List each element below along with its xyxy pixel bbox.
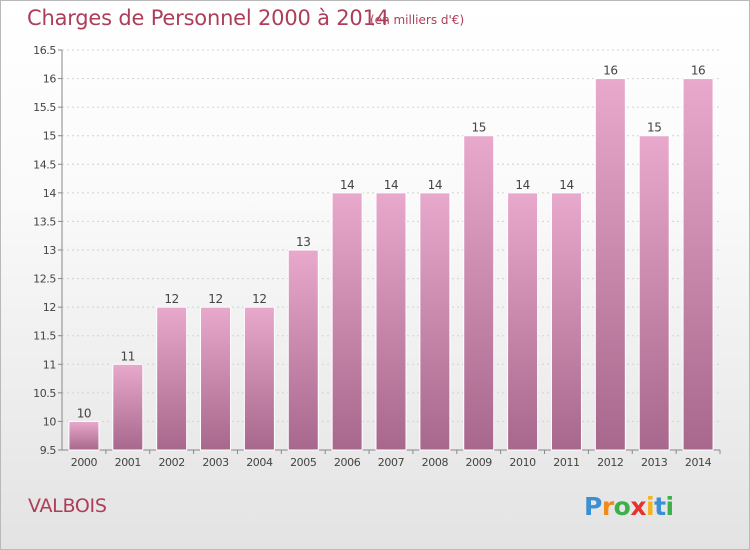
- bar-2010: [507, 192, 539, 451]
- x-tick-label: 2005: [290, 456, 317, 469]
- x-tick-label: 2010: [509, 456, 536, 469]
- y-tick-label: 11.5: [33, 330, 56, 343]
- bar-2006: [331, 192, 363, 451]
- data-label: 13: [296, 235, 310, 249]
- place-name: VALBOIS: [28, 495, 107, 517]
- bar-2003: [200, 306, 232, 451]
- data-label: 16: [691, 64, 705, 78]
- y-tick-label: 13: [43, 244, 57, 257]
- data-label: 12: [252, 292, 266, 306]
- bars: [68, 78, 714, 451]
- bar-2007: [375, 192, 407, 451]
- x-tick-label: 2004: [246, 456, 273, 469]
- chart-title: Charges de Personnel 2000 à 2014: [27, 6, 389, 30]
- bar-2005: [287, 249, 319, 451]
- y-tick-label: 14: [43, 187, 57, 200]
- x-tick-label: 2008: [422, 456, 449, 469]
- y-tick-label: 11: [43, 358, 56, 371]
- chart-subtitle: (en milliers d'€): [370, 13, 465, 27]
- data-label: 15: [647, 121, 661, 135]
- x-tick-label: 2013: [641, 456, 668, 469]
- data-label: 14: [515, 178, 529, 192]
- x-tick-label: 2002: [158, 456, 184, 469]
- x-tick-label: 2003: [202, 456, 229, 469]
- bar-2008: [419, 192, 451, 451]
- y-tick-label: 10: [43, 415, 57, 428]
- bar-2002: [156, 306, 188, 451]
- proxiti-logo[interactable]: Proxiti: [582, 489, 692, 523]
- data-label: 14: [428, 178, 442, 192]
- y-tick-label: 16.5: [33, 44, 56, 57]
- data-label: 12: [208, 292, 222, 306]
- data-label: 14: [559, 178, 573, 192]
- bar-2004: [243, 306, 275, 451]
- data-label: 12: [164, 292, 178, 306]
- data-label: 11: [121, 349, 135, 363]
- data-label: 10: [77, 406, 91, 420]
- y-tick-label: 14.5: [33, 158, 56, 171]
- data-label: 14: [340, 178, 354, 192]
- bar-2013: [638, 135, 670, 451]
- y-tick-label: 13.5: [33, 215, 56, 228]
- bar-2012: [594, 78, 626, 451]
- svg-text:Proxiti: Proxiti: [584, 492, 674, 521]
- y-tick-label: 12.5: [33, 273, 56, 286]
- x-tick-label: 2007: [378, 456, 405, 469]
- x-tick-label: 2014: [685, 456, 712, 469]
- y-tick-label: 12: [43, 301, 56, 314]
- x-tick-label: 2012: [597, 456, 623, 469]
- x-tick-label: 2001: [115, 456, 141, 469]
- y-tick-label: 9.5: [40, 444, 57, 457]
- y-tick-label: 15: [43, 130, 57, 143]
- bar-2011: [550, 192, 582, 451]
- data-label: 15: [471, 121, 485, 135]
- bar-2009: [463, 135, 495, 451]
- data-label: 14: [384, 178, 398, 192]
- bar-2001: [112, 363, 144, 451]
- x-tick-label: 2009: [466, 456, 493, 469]
- labels: 10 11 12 12 12 13 14 14 14 15 14 14 16 15 16: [77, 64, 706, 421]
- y-tick-label: 15.5: [33, 101, 56, 114]
- x-tick-label: 2006: [334, 456, 361, 469]
- bar-2000: [68, 420, 100, 451]
- x-tick-label: 2011: [553, 456, 579, 469]
- y-tick-label: 10.5: [33, 387, 56, 400]
- x-tick-label: 2000: [71, 456, 98, 469]
- y-tick-label: 16: [43, 73, 57, 86]
- bar-2014: [682, 78, 714, 451]
- data-label: 16: [603, 64, 617, 78]
